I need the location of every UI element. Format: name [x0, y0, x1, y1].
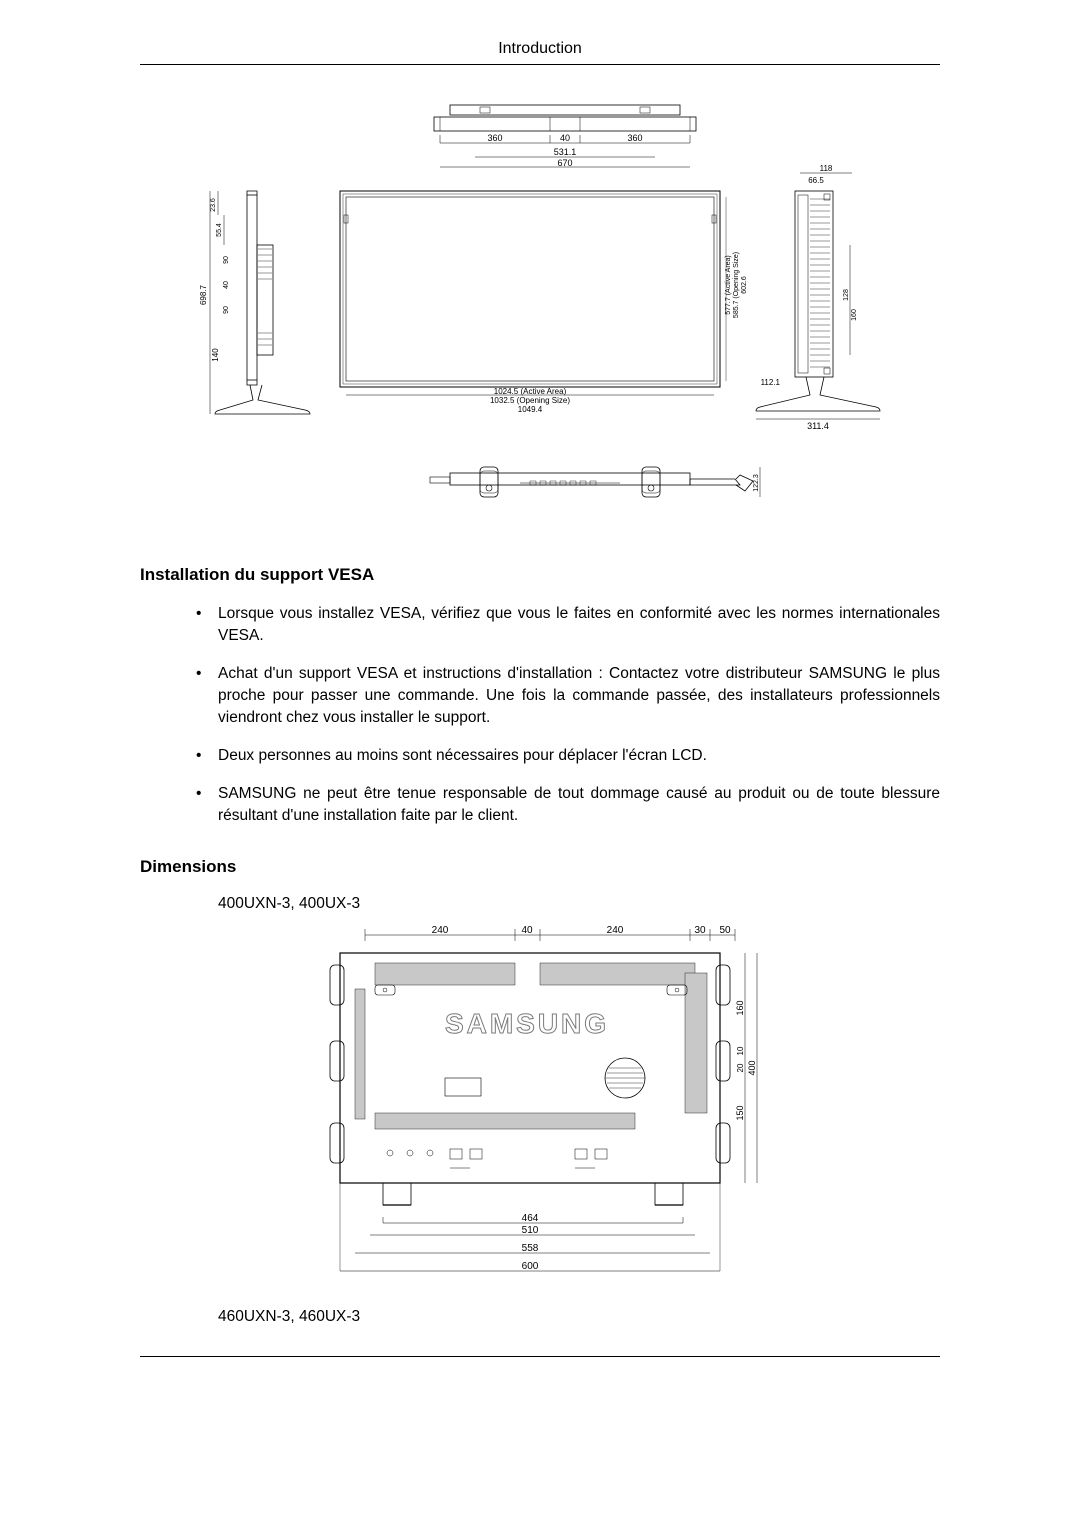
dim-label: 240: [432, 925, 449, 936]
footer-rule: [140, 1356, 940, 1357]
dim-label: 531.1: [554, 147, 577, 157]
technical-diagram-back: 240 40 240 30 50: [300, 923, 780, 1288]
dim-label: 1032.5 (Opening Size): [490, 396, 570, 405]
dim-label: 670: [557, 158, 572, 168]
dim-label: 160: [735, 1000, 745, 1015]
dim-label: 40: [521, 925, 533, 936]
dim-label: 30: [694, 925, 706, 936]
dim-label: 128: [843, 289, 850, 301]
dim-label: 1049.4: [518, 405, 543, 414]
dim-label: 360: [487, 133, 502, 143]
vesa-bullet-list: Lorsque vous installez VESA, vérifiez qu…: [140, 603, 940, 827]
dim-label: 1024.5 (Active Area): [494, 387, 567, 396]
list-item: SAMSUNG ne peut être tenue responsable d…: [218, 783, 940, 827]
dim-label: 360: [627, 133, 642, 143]
dim-label: 585.7 (Opening Size): [733, 252, 740, 318]
section-title-dimensions: Dimensions: [140, 857, 940, 877]
dim-label: 40: [560, 133, 570, 143]
dim-label: 140: [211, 348, 220, 362]
dim-label: 50: [719, 925, 731, 936]
dim-label: 400: [747, 1060, 757, 1075]
brand-logo: SAMSUNG: [445, 1008, 609, 1039]
dim-label: 23.6: [210, 198, 217, 212]
dim-label: 240: [607, 925, 624, 936]
dim-label: 40: [223, 281, 230, 289]
dim-label: 118: [820, 164, 833, 173]
dim-label: 600: [522, 1261, 539, 1272]
dim-label: 90: [223, 256, 230, 264]
dim-label: 150: [735, 1105, 745, 1120]
dim-label: 510: [522, 1225, 539, 1236]
list-item: Lorsque vous installez VESA, vérifiez qu…: [218, 603, 940, 647]
dim-label: 558: [522, 1243, 539, 1254]
list-item: Deux personnes au moins sont nécessaires…: [218, 745, 940, 767]
dim-label: 10: [736, 1046, 745, 1055]
dim-label: 55.4: [216, 223, 223, 237]
list-item: Achat d'un support VESA et instructions …: [218, 663, 940, 729]
dim-label: 112.1: [761, 378, 781, 387]
dim-label: 122.3: [753, 474, 760, 492]
page-header: Introduction: [140, 40, 940, 65]
dim-label: 66.5: [808, 176, 824, 185]
model-label-1: 400UXN-3, 400UX-3: [140, 895, 940, 913]
dim-label: 90: [223, 306, 230, 314]
dim-label: 464: [522, 1213, 539, 1224]
dim-label: 311.4: [807, 421, 829, 431]
technical-diagram-top: 360 40 360 531.1 670: [180, 95, 900, 515]
dim-label: 20: [736, 1063, 745, 1072]
section-title-vesa: Installation du support VESA: [140, 565, 940, 585]
dim-label: 602.6: [741, 276, 748, 294]
model-label-2: 460UXN-3, 460UX-3: [140, 1308, 940, 1326]
dim-label: 160: [851, 309, 858, 321]
dim-label: 698.7: [199, 284, 208, 305]
